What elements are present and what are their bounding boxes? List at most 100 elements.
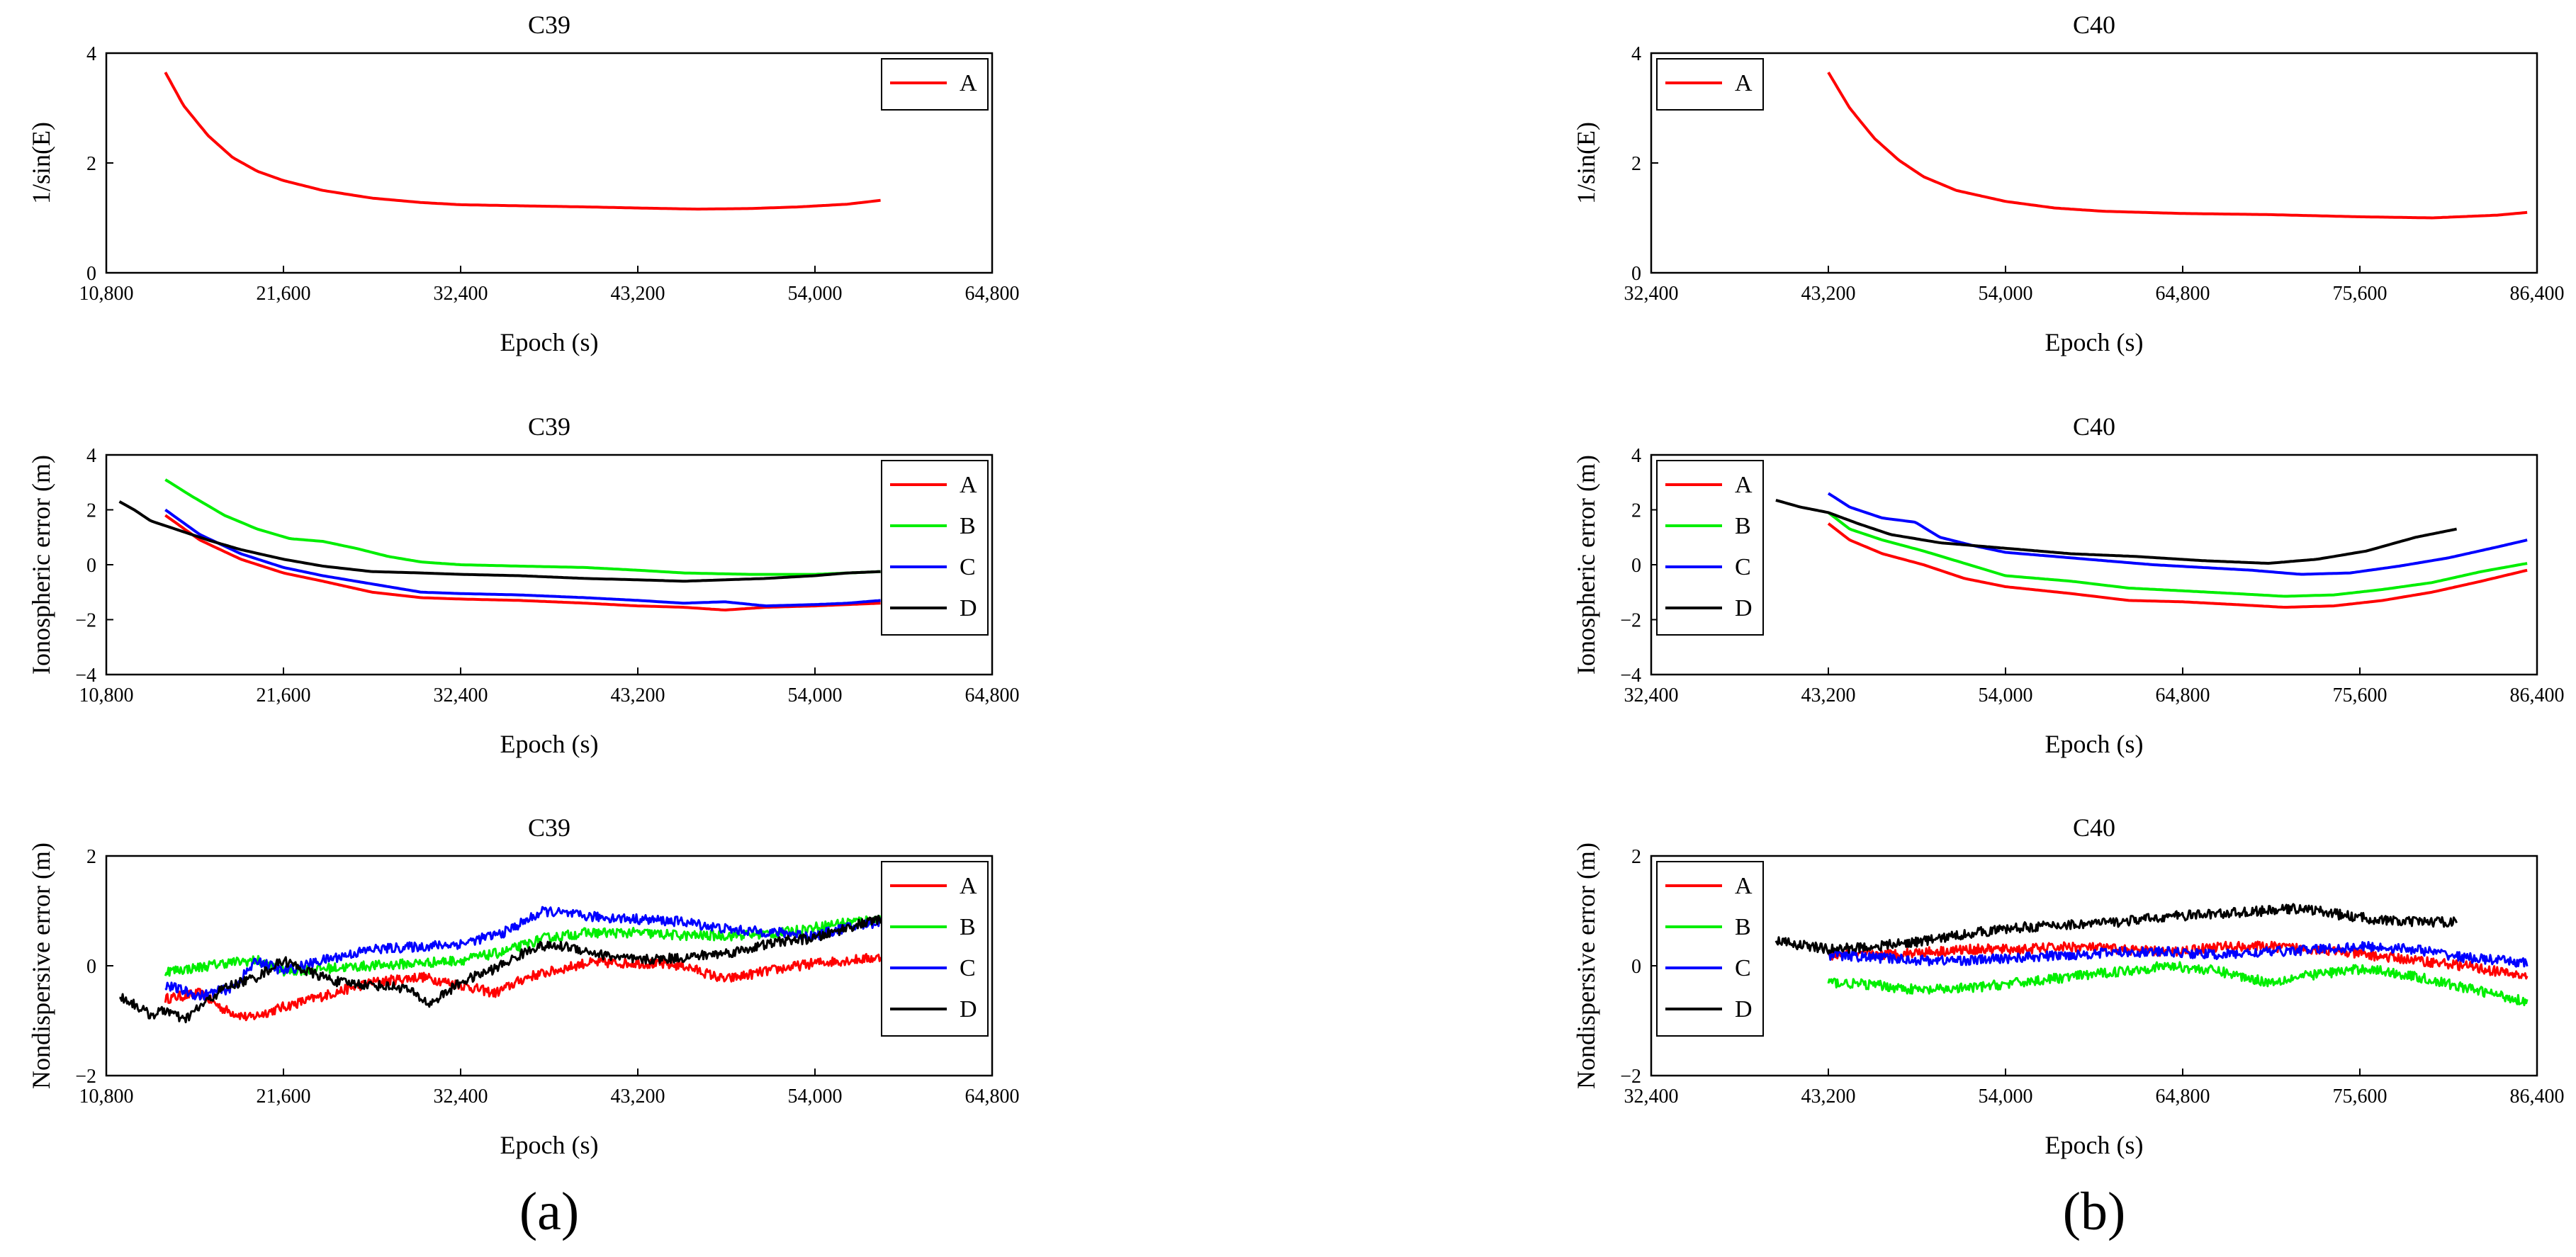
legend-label-D: D bbox=[1735, 595, 1753, 621]
legend-label-C: C bbox=[1735, 955, 1751, 981]
x-tick-label: 43,200 bbox=[611, 1086, 665, 1107]
y-tick-label: 0 bbox=[1631, 956, 1641, 978]
series-line-C bbox=[1828, 941, 2529, 968]
legend-label-A: A bbox=[1735, 70, 1753, 96]
x-tick-label: 86,400 bbox=[2510, 684, 2565, 706]
panel-label-b: (b) bbox=[2063, 1182, 2126, 1241]
x-axis-label: Epoch (s) bbox=[2045, 1131, 2144, 1159]
chart-6: C40 32,400 43,200 54,000 64,800 75,600 86,400 −… bbox=[1572, 813, 2565, 1159]
x-tick-label: 54,000 bbox=[788, 684, 843, 706]
y-axis-label: 1/sin(E) bbox=[27, 122, 55, 204]
chart-2: C40 32,400 43,200 54,000 64,800 75,600 86,400 0… bbox=[1572, 11, 2565, 356]
legend-box bbox=[881, 861, 989, 1037]
legend-label-C: C bbox=[960, 554, 976, 580]
chart-5: C39 10,800 21,600 32,400 43,200 54,000 64,800 −… bbox=[27, 813, 1020, 1159]
legend-label-B: B bbox=[960, 513, 976, 539]
legend-label-A: A bbox=[1735, 472, 1753, 498]
chart-title: C40 bbox=[2073, 11, 2115, 39]
y-tick-label: −2 bbox=[75, 610, 96, 632]
y-tick-label: 0 bbox=[1631, 263, 1641, 285]
series-line-A bbox=[164, 953, 882, 1022]
x-tick-label: 32,400 bbox=[434, 684, 488, 706]
y-axis-label: Nondispersive error (m) bbox=[1572, 842, 1600, 1089]
chart-title: C40 bbox=[2073, 412, 2115, 441]
x-tick-label: 21,600 bbox=[257, 684, 311, 706]
y-tick-label: 2 bbox=[1631, 153, 1641, 175]
x-tick-label: 32,400 bbox=[1624, 283, 1679, 305]
y-tick-label: −2 bbox=[1620, 610, 1641, 632]
legend-label-A: A bbox=[960, 472, 977, 498]
y-tick-label: 2 bbox=[86, 153, 96, 175]
x-tick-label: 43,200 bbox=[611, 684, 665, 706]
x-tick-label: 10,800 bbox=[79, 283, 134, 305]
series-line-D bbox=[1775, 498, 2458, 565]
legend: A bbox=[1656, 58, 1764, 111]
series-line-C bbox=[164, 508, 881, 608]
x-tick-label: 75,600 bbox=[2333, 684, 2387, 706]
x-tick-label: 10,800 bbox=[79, 1086, 134, 1107]
plot-frame bbox=[1650, 52, 2538, 274]
legend-label-A: A bbox=[960, 873, 977, 899]
y-tick-label: 4 bbox=[1631, 43, 1641, 65]
x-tick-label: 75,600 bbox=[2333, 283, 2387, 305]
x-tick-label: 43,200 bbox=[1801, 1086, 1856, 1107]
x-axis-label: Epoch (s) bbox=[500, 328, 599, 356]
x-tick-label: 32,400 bbox=[434, 283, 488, 305]
x-tick-label: 10,800 bbox=[79, 684, 134, 706]
x-tick-label: 21,600 bbox=[257, 1086, 311, 1107]
y-tick-label: −2 bbox=[1620, 1066, 1641, 1088]
y-axis-label: Nondispersive error (m) bbox=[27, 842, 55, 1089]
legend-label-B: B bbox=[1735, 513, 1751, 539]
legend-label-D: D bbox=[1735, 996, 1753, 1022]
y-axis-label: Ionospheric error (m) bbox=[1572, 455, 1600, 675]
legend-label-B: B bbox=[960, 914, 976, 940]
legend-label-D: D bbox=[960, 595, 977, 621]
series-line-A bbox=[164, 72, 881, 211]
chart-title: C40 bbox=[2073, 813, 2115, 842]
legend-label-B: B bbox=[1735, 914, 1751, 940]
series-line-A bbox=[1827, 522, 2528, 609]
series-line-A bbox=[164, 514, 881, 611]
legend-box bbox=[1656, 861, 1764, 1037]
y-tick-label: 2 bbox=[1631, 846, 1641, 868]
x-axis-label: Epoch (s) bbox=[500, 1131, 599, 1159]
x-tick-label: 43,200 bbox=[1801, 283, 1856, 305]
y-tick-label: −2 bbox=[75, 1066, 96, 1088]
chart-3: C39 10,800 21,600 32,400 43,200 54,000 64,800 −… bbox=[27, 412, 1020, 758]
y-tick-label: 0 bbox=[86, 956, 96, 978]
x-tick-label: 64,800 bbox=[2156, 1086, 2210, 1107]
y-tick-label: 2 bbox=[86, 500, 96, 522]
y-axis-label: Ionospheric error (m) bbox=[27, 455, 55, 675]
series-line-B bbox=[1827, 961, 2529, 1007]
x-tick-label: 43,200 bbox=[611, 283, 665, 305]
chart-1: C39 10,800 21,600 32,400 43,200 54,000 64,800 0… bbox=[27, 11, 1020, 356]
x-tick-label: 43,200 bbox=[1801, 684, 1856, 706]
series-line-A bbox=[1827, 72, 2528, 220]
plot-frame bbox=[105, 453, 994, 676]
legend-box bbox=[1656, 460, 1764, 636]
legend-label-C: C bbox=[1735, 554, 1751, 580]
chart-title: C39 bbox=[528, 813, 570, 842]
x-tick-label: 54,000 bbox=[1979, 1086, 2033, 1107]
x-tick-label: 75,600 bbox=[2333, 1086, 2387, 1107]
y-tick-label: 2 bbox=[86, 846, 96, 868]
x-tick-label: 32,400 bbox=[1624, 684, 1679, 706]
x-axis-label: Epoch (s) bbox=[2045, 328, 2144, 356]
y-tick-label: −4 bbox=[75, 665, 96, 687]
series-line-C bbox=[1827, 492, 2528, 576]
series-line-D bbox=[1774, 903, 2458, 955]
x-tick-label: 86,400 bbox=[2510, 283, 2565, 305]
series-line-B bbox=[164, 478, 881, 576]
x-tick-label: 64,800 bbox=[965, 1086, 1020, 1107]
x-tick-label: 64,800 bbox=[2156, 283, 2210, 305]
legend-label-C: C bbox=[960, 955, 976, 981]
x-tick-label: 21,600 bbox=[257, 283, 311, 305]
y-tick-label: 0 bbox=[86, 555, 96, 577]
legend-label-A: A bbox=[960, 70, 977, 96]
x-tick-label: 64,800 bbox=[965, 283, 1020, 305]
